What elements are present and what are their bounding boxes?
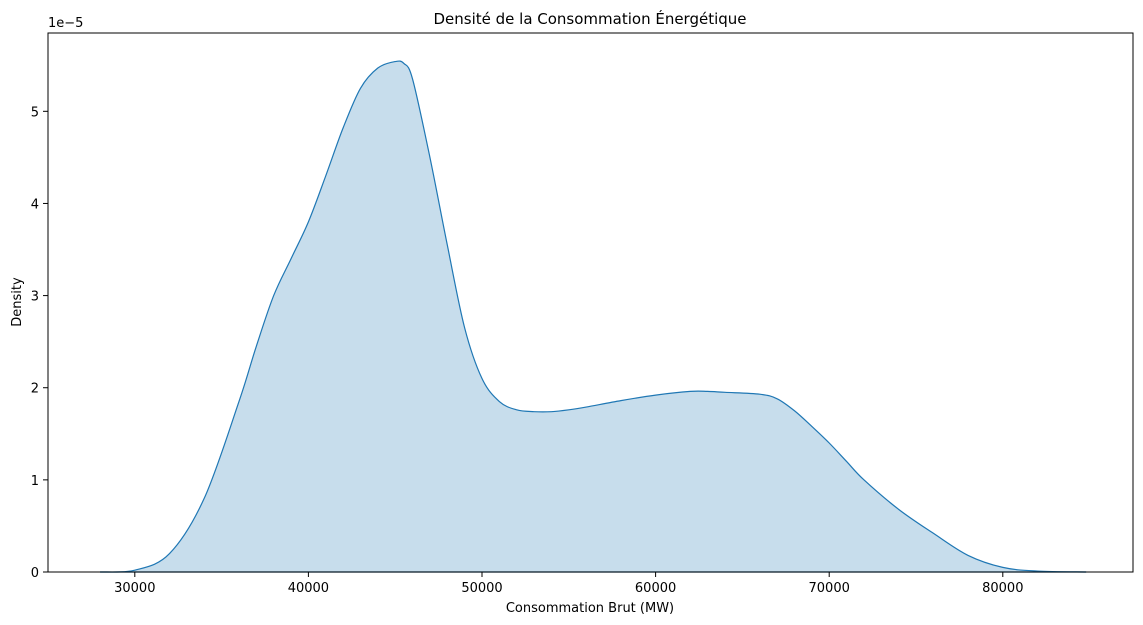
y-tick-label: 0 [31,566,39,581]
y-axis: 0 1 2 3 4 5 [31,105,48,581]
x-axis-label: Consommation Brut (MW) [506,601,674,616]
x-tick-label: 30000 [114,581,155,596]
y-tick-label: 4 [31,197,39,212]
y-axis-label: Density [10,277,25,327]
chart-title: Densité de la Consommation Énergétique [433,9,746,28]
y-tick-label: 5 [31,105,39,120]
x-tick-label: 50000 [461,581,502,596]
x-tick-label: 80000 [982,581,1023,596]
x-axis: 30000 40000 50000 60000 70000 80000 [114,572,1023,596]
x-tick-label: 70000 [809,581,850,596]
x-tick-label: 60000 [635,581,676,596]
x-tick-label: 40000 [288,581,329,596]
y-tick-label: 2 [31,382,39,397]
plot-area [100,60,1087,573]
y-tick-label: 1 [31,474,39,489]
density-fill-area [100,61,1087,573]
y-offset-label: 1e−5 [48,16,83,31]
density-line [100,60,1087,573]
plot-frame [47,32,1134,573]
y-tick-label: 3 [31,290,39,305]
